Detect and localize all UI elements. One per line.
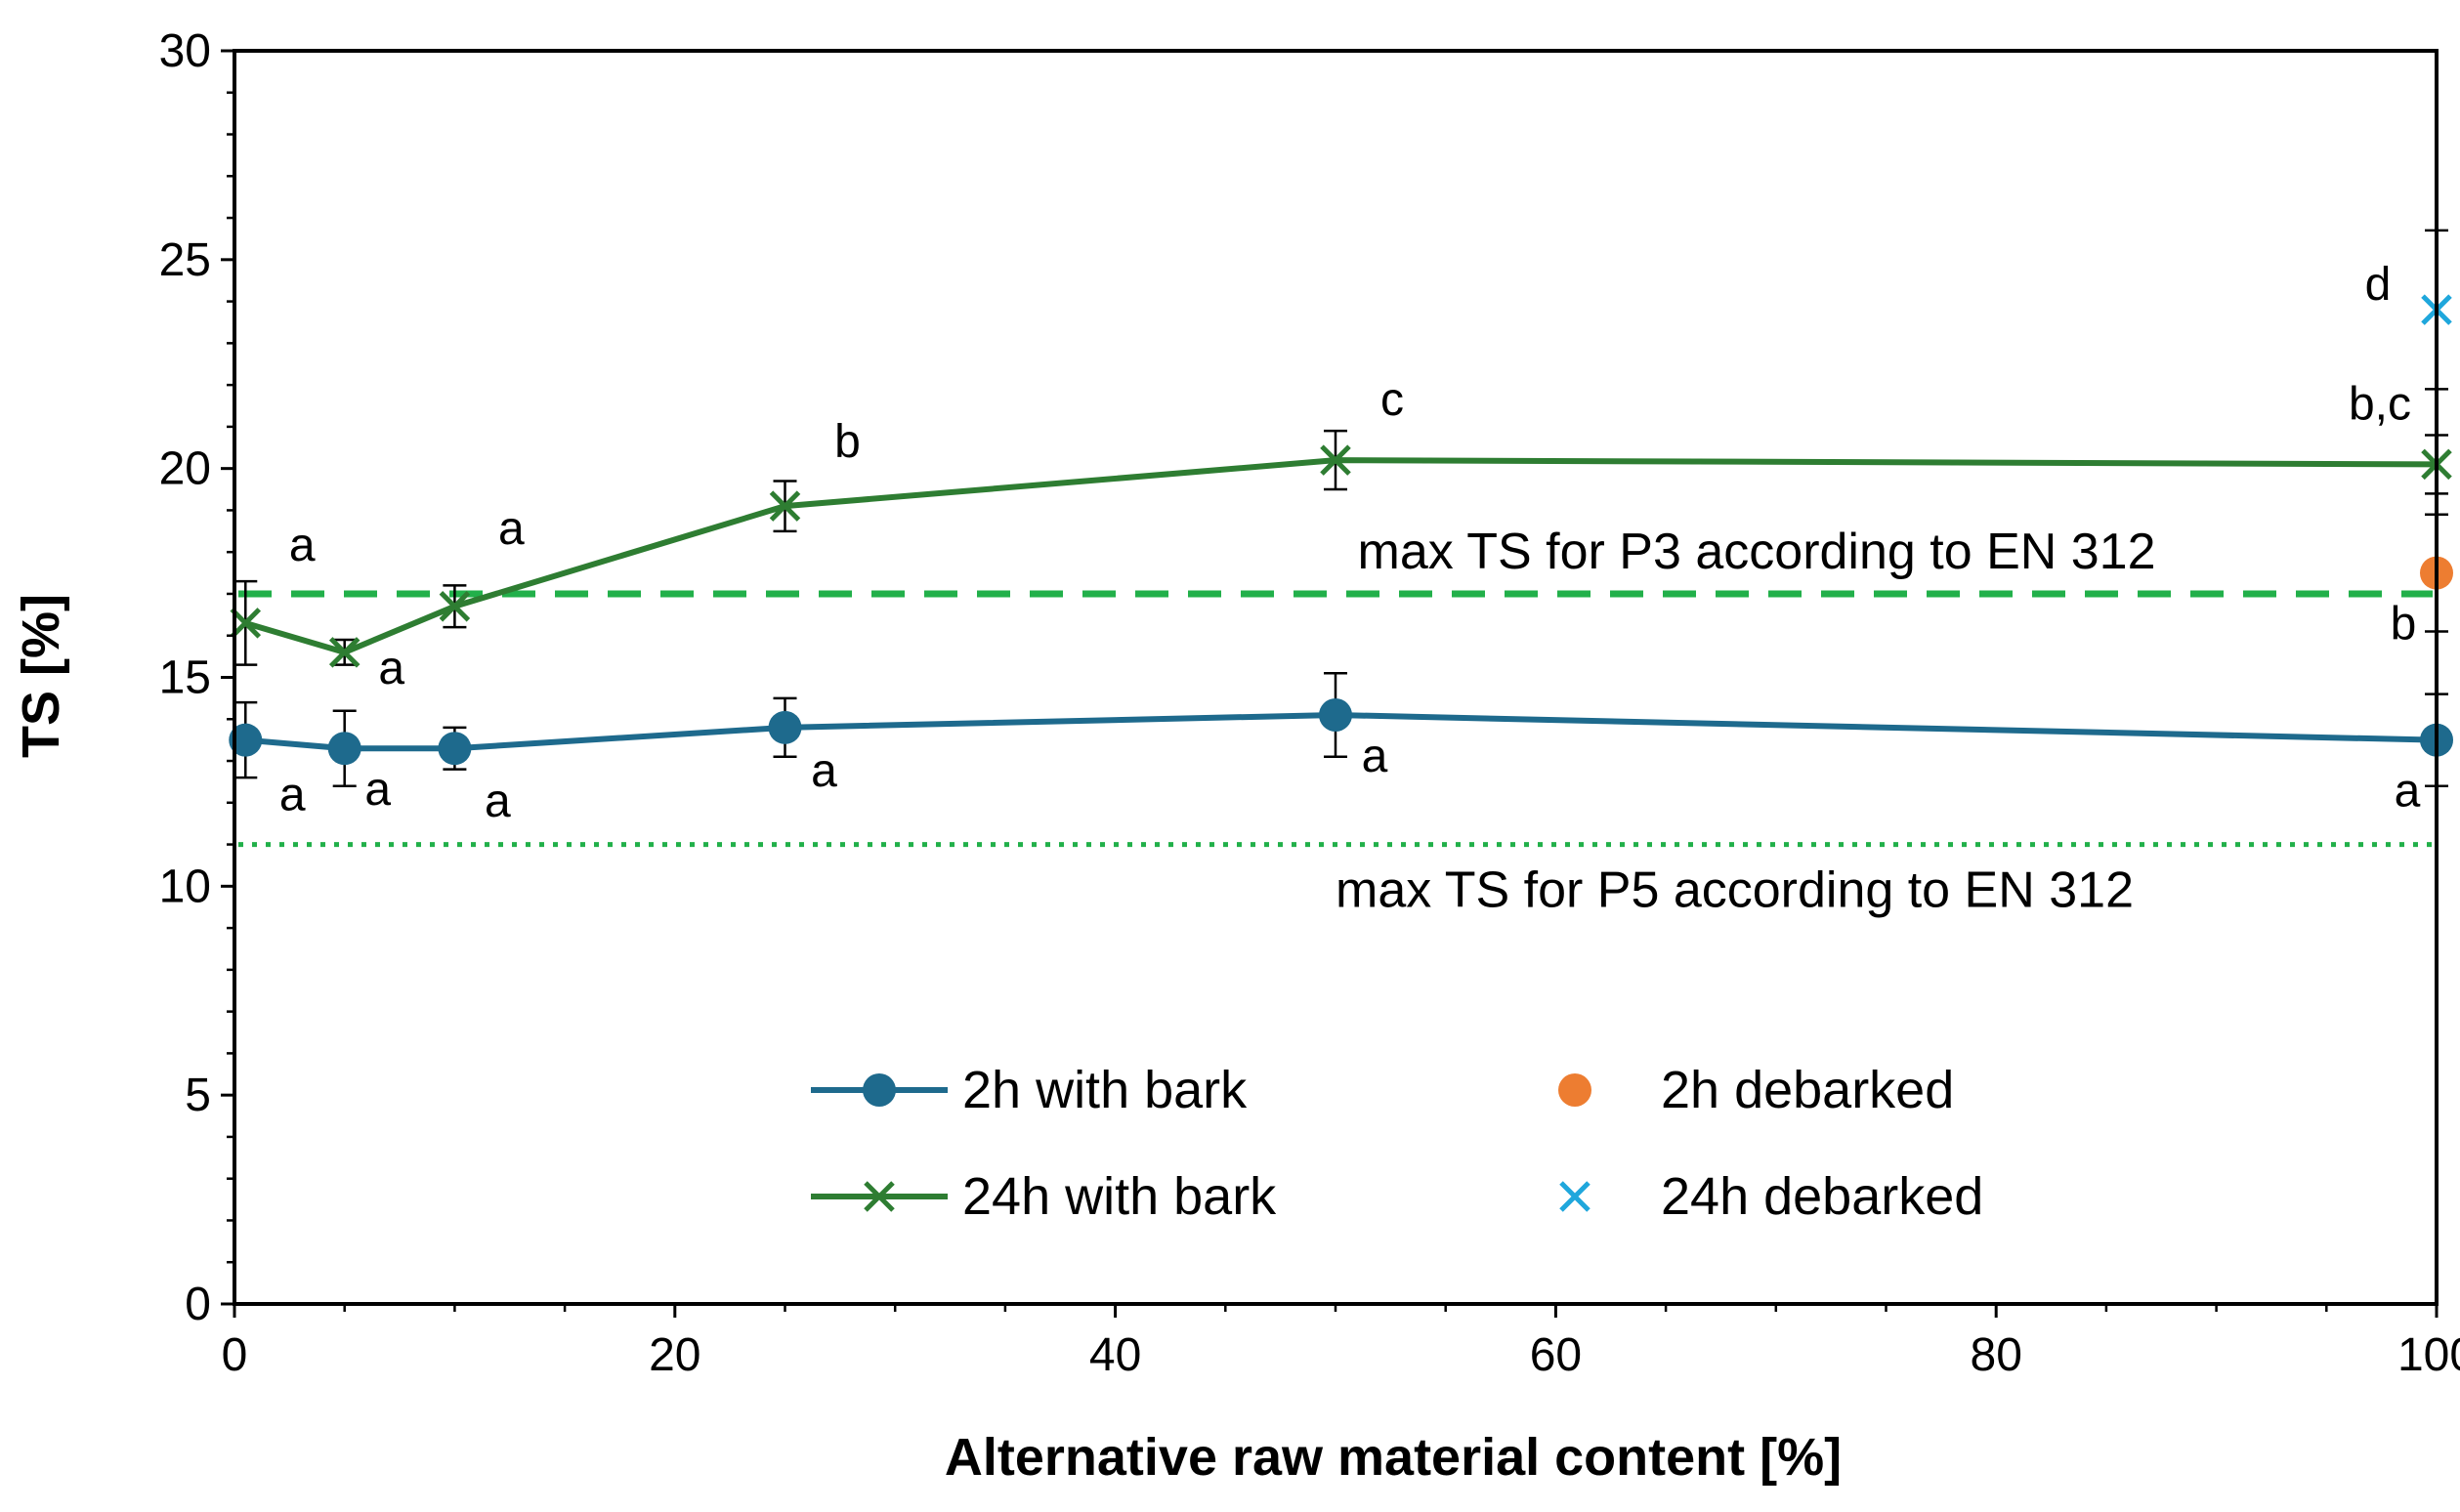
x-tick-label: 20 <box>649 1329 700 1381</box>
x-axis-title: Alternative raw material content [%] <box>945 1428 1842 1487</box>
legend-item: 2h with bark <box>811 1061 1248 1119</box>
y-tick-label: 10 <box>159 861 211 912</box>
axes: 0 5 10 15 20 25 30 0 20 40 60 80 100 <box>159 25 2460 1381</box>
legend-label: 24h debarked <box>1661 1167 1983 1226</box>
legend-item: 2h debarked <box>1558 1061 1954 1119</box>
x-tick-label: 40 <box>1089 1329 1141 1381</box>
x-tick-label: 0 <box>222 1329 248 1381</box>
significance-letter: a <box>2395 766 2421 818</box>
annotations: a a a a a a a a a b c b,c b d <box>279 259 2421 827</box>
significance-letter: b <box>834 416 861 468</box>
reference-line-label: max TS for P5 according to EN 312 <box>1336 862 2134 919</box>
legend-marker <box>1559 1181 1591 1212</box>
data-point <box>327 732 361 766</box>
legend-item: 24h debarked <box>1559 1167 1983 1226</box>
legend-item: 24h with bark <box>811 1167 1277 1226</box>
data-point <box>1320 444 1351 476</box>
data-point <box>1319 697 1352 732</box>
significance-letter: d <box>2365 259 2392 311</box>
data-point <box>328 637 361 668</box>
significance-letter: a <box>289 520 316 571</box>
y-tick-label: 15 <box>159 652 211 704</box>
legend-label: 2h with bark <box>962 1061 1248 1119</box>
series-24h-with-bark <box>230 429 2452 668</box>
significance-letter: a <box>1362 731 1388 782</box>
legend-label: 2h debarked <box>1661 1061 1954 1119</box>
significance-letter: b <box>2391 599 2417 651</box>
reference-line-label: max TS for P3 according to EN 312 <box>1358 524 2156 580</box>
y-tick-label: 25 <box>159 234 211 286</box>
significance-letter: a <box>378 643 404 694</box>
significance-letter: c <box>1380 374 1404 426</box>
legend-marker <box>864 1181 895 1212</box>
data-point <box>439 591 471 622</box>
legend-marker <box>863 1073 896 1107</box>
data-point <box>769 490 801 522</box>
legend: 2h with bark 24h with bark 2h debarked 24h … <box>811 1061 1983 1226</box>
x-tick-label: 100 <box>2397 1329 2460 1381</box>
legend-marker <box>1558 1073 1591 1107</box>
y-tick-label: 0 <box>185 1279 211 1330</box>
data-point <box>438 732 472 766</box>
data-point <box>768 710 802 744</box>
plot-series <box>229 229 2453 787</box>
series-line <box>244 457 2438 655</box>
significance-letter: a <box>279 770 306 821</box>
significance-letter: b,c <box>2349 378 2411 430</box>
y-axis-title: TS [%] <box>12 594 70 758</box>
x-tick-label: 80 <box>1971 1329 2022 1381</box>
series-2h-with-bark <box>229 671 2453 787</box>
significance-letter: a <box>498 503 525 555</box>
significance-letter: a <box>811 745 837 797</box>
y-tick-label: 5 <box>185 1070 211 1121</box>
y-tick-label: 20 <box>159 443 211 495</box>
legend-label: 24h with bark <box>962 1167 1277 1226</box>
data-point <box>229 723 263 757</box>
reference-lines: max TS for P3 according to EN 312 max TS … <box>238 524 2433 919</box>
significance-letter: a <box>364 764 391 816</box>
x-tick-label: 60 <box>1530 1329 1582 1381</box>
y-tick-label: 30 <box>159 25 211 77</box>
significance-letter: a <box>485 776 511 827</box>
